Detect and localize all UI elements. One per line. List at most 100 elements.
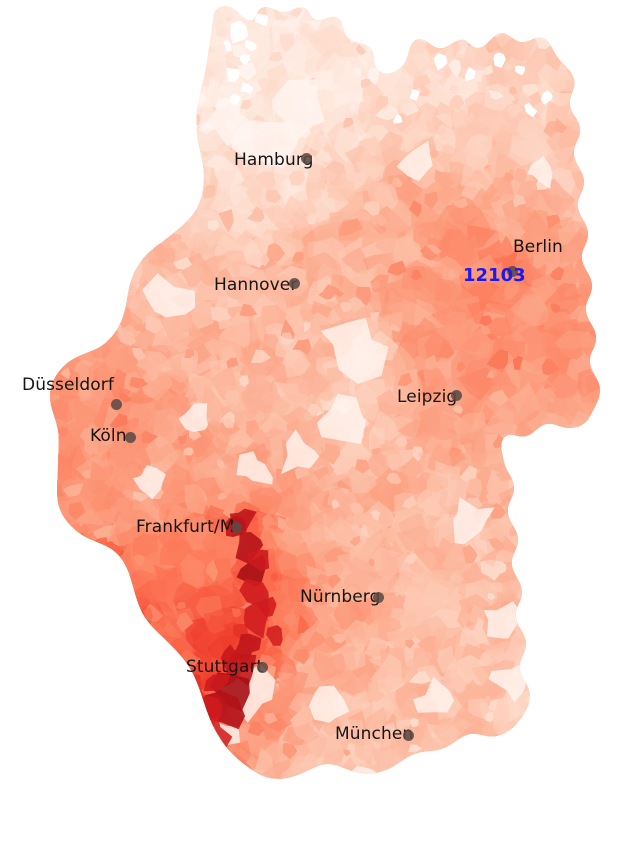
postal-region-patch bbox=[400, 848, 415, 861]
postal-region-patch bbox=[50, 50, 89, 112]
postal-region-patch bbox=[599, 464, 600, 481]
postal-region-patch bbox=[186, 698, 202, 713]
postal-region-patch bbox=[33, 704, 46, 716]
postal-region-patch bbox=[83, 57, 95, 68]
postal-region-patch bbox=[50, 39, 54, 48]
postal-region-patch bbox=[471, 731, 529, 779]
postal-region-patch bbox=[31, 1, 44, 18]
postal-region-patch bbox=[31, 631, 47, 647]
postal-region-patch bbox=[93, 133, 165, 234]
postal-region-patch bbox=[50, 6, 61, 64]
postal-region-patch bbox=[142, 766, 160, 777]
postal-region-patch bbox=[93, 798, 104, 812]
postal-region-patch bbox=[80, 665, 92, 679]
postal-region-patch bbox=[138, 697, 176, 726]
postal-region-patch bbox=[587, 256, 597, 263]
postal-region-patch bbox=[223, 767, 237, 778]
postal-region-patch bbox=[50, 615, 72, 698]
postal-region-patch bbox=[114, 525, 147, 557]
postal-region-patch bbox=[426, 846, 445, 860]
postal-region-patch bbox=[479, 842, 509, 867]
postal-region-patch bbox=[122, 605, 136, 619]
postal-region-patch bbox=[101, 102, 119, 120]
postal-region-patch bbox=[555, 750, 568, 766]
postal-region-patch bbox=[152, 791, 174, 807]
postal-region-patch bbox=[288, 205, 320, 239]
postal-region-patch bbox=[469, 208, 482, 218]
postal-region-patch bbox=[563, 483, 582, 504]
postal-region-patch bbox=[596, 160, 600, 173]
postal-region-patch bbox=[564, 610, 579, 633]
postal-region-patch bbox=[582, 855, 613, 867]
postal-region-patch bbox=[50, 678, 56, 698]
postal-region-patch bbox=[129, 32, 159, 62]
postal-region-patch bbox=[358, 825, 380, 860]
postal-region-patch bbox=[109, 578, 117, 588]
postal-region-patch bbox=[164, 694, 186, 713]
postal-region-patch bbox=[374, 726, 407, 753]
postal-region-patch bbox=[389, 845, 407, 857]
postal-region-patch bbox=[585, 592, 600, 607]
postal-region-patch bbox=[595, 13, 600, 27]
postal-region-patch bbox=[102, 213, 125, 228]
postal-region-patch bbox=[354, 727, 376, 766]
postal-region-patch bbox=[57, 149, 73, 165]
postal-region-patch bbox=[95, 189, 127, 217]
postal-region-patch bbox=[50, 523, 51, 530]
postal-region-patch bbox=[554, 485, 592, 519]
postal-region-patch bbox=[327, 500, 357, 528]
postal-region-patch bbox=[434, 744, 472, 779]
postal-region-patch bbox=[34, 478, 46, 490]
postal-region-patch bbox=[558, 538, 574, 552]
postal-region-patch bbox=[198, 829, 251, 867]
postal-region-patch bbox=[393, 6, 423, 23]
postal-region-patch bbox=[83, 566, 99, 586]
postal-region-patch bbox=[549, 761, 584, 779]
postal-region-patch bbox=[124, 710, 138, 731]
postal-region-patch bbox=[141, 6, 160, 9]
postal-region-patch bbox=[285, 820, 311, 854]
postal-region-patch bbox=[72, 339, 87, 354]
postal-region-patch bbox=[479, 519, 509, 544]
postal-region-patch bbox=[131, 148, 160, 170]
postal-region-patch bbox=[603, 692, 625, 726]
postal-region-patch bbox=[91, 73, 107, 86]
postal-region-patch bbox=[180, 734, 195, 745]
postal-region-patch bbox=[72, 339, 87, 354]
postal-region-patch bbox=[149, 825, 169, 838]
postal-region-patch bbox=[201, 824, 217, 837]
postal-region-patch bbox=[603, 584, 619, 604]
postal-region-patch bbox=[586, 654, 600, 703]
postal-region-patch bbox=[87, 83, 101, 97]
postal-region-patch bbox=[462, 857, 493, 867]
postal-region-patch bbox=[535, 757, 554, 771]
postal-region-patch bbox=[563, 614, 599, 648]
postal-region-patch bbox=[71, 584, 98, 606]
postal-region-patch bbox=[60, 576, 120, 633]
postal-region-patch bbox=[117, 842, 162, 867]
postal-region-patch bbox=[572, 607, 582, 617]
postal-region-patch bbox=[435, 460, 461, 496]
postal-region-patch bbox=[469, 254, 497, 283]
postal-region-patch bbox=[308, 842, 328, 858]
postal-region-patch bbox=[50, 523, 51, 530]
postal-region-patch bbox=[414, 8, 450, 41]
postal-region-patch bbox=[50, 205, 67, 229]
postal-region-patch bbox=[434, 781, 459, 815]
postal-region-patch bbox=[527, 548, 563, 581]
postal-region-patch bbox=[83, 792, 100, 804]
postal-region-patch bbox=[440, 547, 472, 581]
postal-region-patch bbox=[367, 449, 396, 480]
postal-region-patch bbox=[140, 26, 149, 36]
postal-region-patch bbox=[359, 136, 380, 153]
postal-region-patch bbox=[588, 528, 600, 547]
postal-region-patch bbox=[584, 41, 600, 70]
postal-region-patch bbox=[456, 836, 468, 849]
postal-region-patch bbox=[8, 805, 79, 867]
postal-region-patch bbox=[478, 796, 494, 809]
postal-region-patch bbox=[520, 552, 534, 565]
postal-region-patch bbox=[73, 848, 90, 860]
postal-region-patch bbox=[50, 174, 61, 210]
postal-region-patch bbox=[123, 6, 149, 23]
postal-region-patch bbox=[595, 405, 600, 416]
